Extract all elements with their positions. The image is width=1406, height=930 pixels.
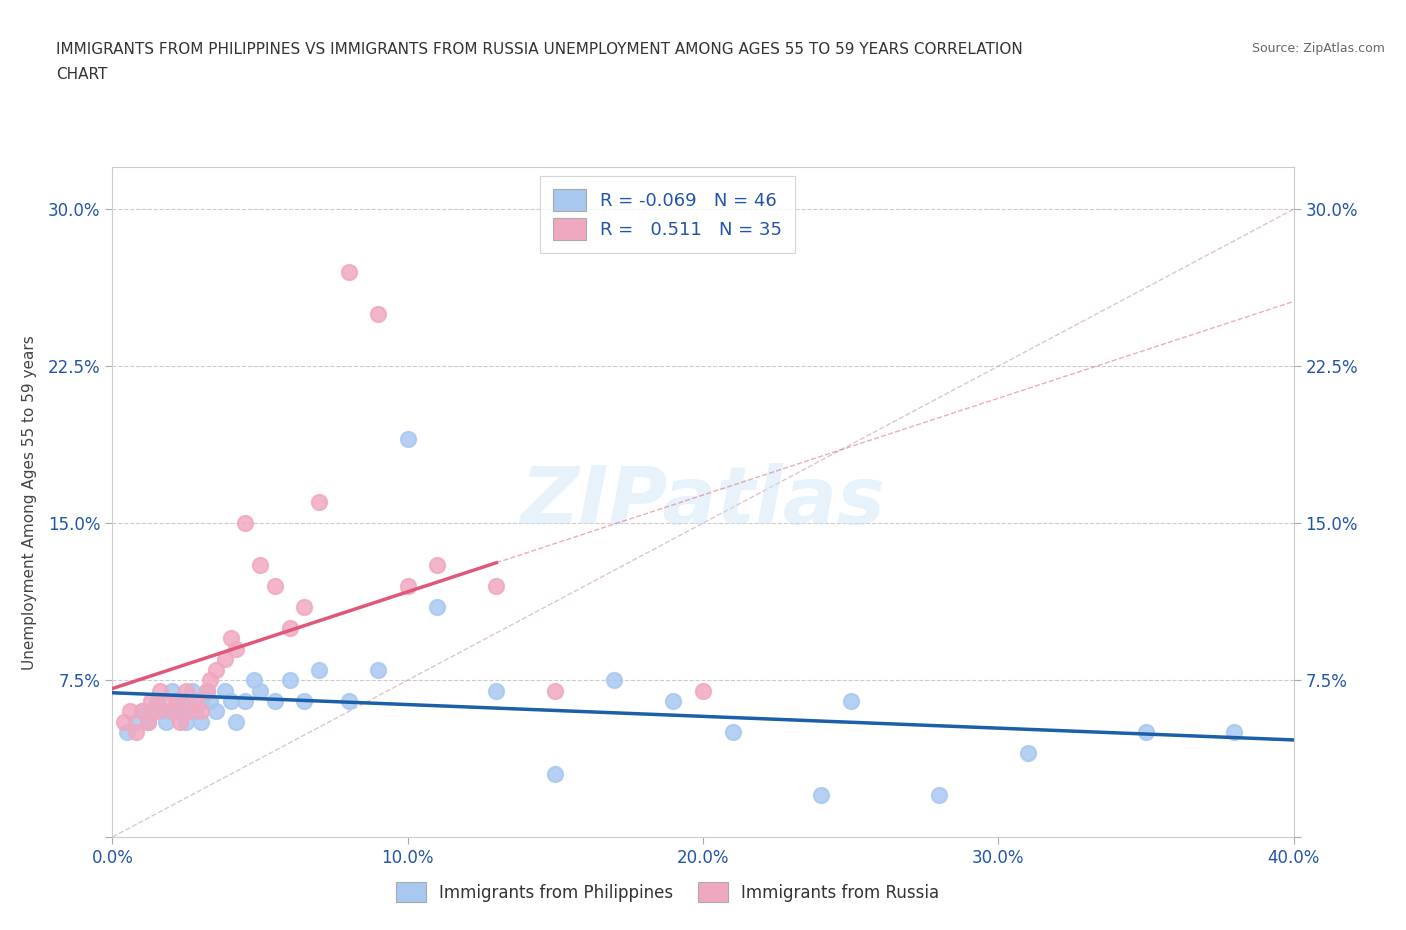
Point [174,694,197,709]
Y-axis label: Unemployment Among Ages 55 to 59 years: Unemployment Among Ages 55 to 59 years [22,335,37,670]
Point [166,694,188,709]
Point [136,714,159,729]
Point [146,704,169,719]
Point [146,694,169,709]
Point [174,683,197,698]
Point [184,704,207,719]
Point [337,694,360,709]
Point [396,578,419,593]
Point [160,704,183,719]
Point [160,683,183,698]
Point [112,714,135,729]
Point [249,683,271,698]
Point [367,662,389,677]
Point [544,766,567,781]
Point [721,725,744,740]
Point [1223,725,1246,740]
Point [120,704,142,719]
Point [544,683,567,698]
Point [308,495,330,510]
Point [195,683,218,698]
Point [839,694,862,709]
Point [174,714,197,729]
Point [225,714,247,729]
Point [139,694,162,709]
Point [485,683,508,698]
Point [205,704,228,719]
Point [1017,746,1039,761]
Point [233,694,256,709]
Point [426,600,449,615]
Point [160,704,183,719]
Point [169,704,191,719]
Legend: Immigrants from Philippines, Immigrants from Russia: Immigrants from Philippines, Immigrants … [389,875,946,909]
Point [125,714,148,729]
Point [190,714,212,729]
Point [485,578,508,593]
Point [198,694,221,709]
Point [337,265,360,280]
Point [264,578,287,593]
Point [1135,725,1157,740]
Point [219,694,242,709]
Point [155,694,177,709]
Text: IMMIGRANTS FROM PHILIPPINES VS IMMIGRANTS FROM RUSSIA UNEMPLOYMENT AMONG AGES 55: IMMIGRANTS FROM PHILIPPINES VS IMMIGRANT… [56,42,1024,57]
Point [928,788,950,803]
Point [264,694,287,709]
Point [195,683,218,698]
Point [166,694,188,709]
Point [292,694,315,709]
Point [243,672,266,687]
Point [426,558,449,573]
Point [184,694,207,709]
Point [179,704,201,719]
Point [136,714,159,729]
Point [214,683,236,698]
Point [367,307,389,322]
Point [205,662,228,677]
Point [249,558,271,573]
Point [131,704,153,719]
Point [149,683,172,698]
Point [308,662,330,677]
Point [292,600,315,615]
Point [125,725,148,740]
Point [181,683,204,698]
Point [190,694,212,709]
Point [603,672,626,687]
Point [278,620,301,635]
Point [214,652,236,667]
Point [198,672,221,687]
Text: CHART: CHART [56,67,108,82]
Point [117,725,138,740]
Point [692,683,714,698]
Point [131,704,153,719]
Point [233,516,256,531]
Text: Source: ZipAtlas.com: Source: ZipAtlas.com [1251,42,1385,55]
Point [396,432,419,447]
Point [278,672,301,687]
Point [662,694,685,709]
Point [190,704,212,719]
Point [155,714,177,729]
Text: ZIPatlas: ZIPatlas [520,463,886,541]
Point [219,631,242,645]
Point [225,642,247,657]
Point [810,788,832,803]
Point [152,704,174,719]
Point [169,714,191,729]
Point [139,704,162,719]
